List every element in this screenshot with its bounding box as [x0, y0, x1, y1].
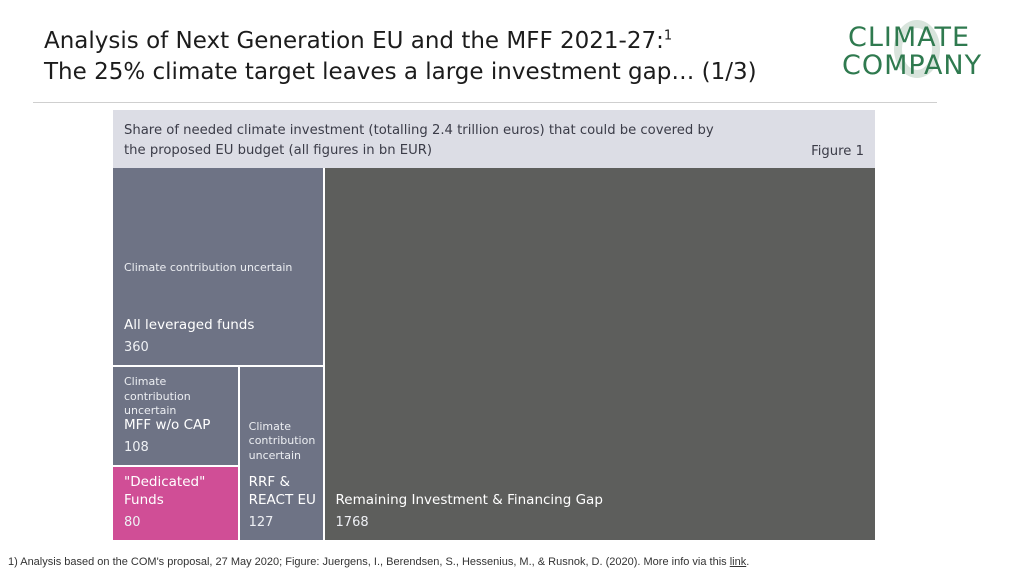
treemap-tiles: 1768 Remaining Investment & Financing Gap…: [113, 168, 875, 540]
tile-name: Remaining Investment & Financing Gap: [335, 492, 603, 508]
tile-value: 127: [248, 514, 274, 530]
title-footnote-marker: 1: [663, 28, 673, 44]
climate-company-logo: CLIMATE COMPANY: [842, 20, 1002, 82]
tile-dedicated-funds: 80 "Dedicated" Funds: [113, 467, 238, 540]
footnote-link[interactable]: link: [729, 556, 747, 568]
figure-caption: Share of needed climate investment (tota…: [124, 121, 764, 161]
tile-name: "Dedicated" Funds: [124, 473, 206, 508]
figure-header: Share of needed climate investment (tota…: [113, 110, 875, 168]
logo-word-climate: CLIMATE: [848, 22, 971, 53]
tile-name: RRF & REACT EU: [248, 473, 316, 508]
slide-title: Analysis of Next Generation EU and the M…: [44, 26, 804, 88]
title-line-1-text: Analysis of Next Generation EU and the M…: [44, 28, 664, 54]
tile-note: Climate contribution uncertain: [124, 261, 293, 275]
tile-name: All leveraged funds: [124, 317, 255, 334]
figure-caption-line-2: the proposed EU budget (all figures in b…: [124, 143, 433, 158]
tile-remaining-gap: 1768 Remaining Investment & Financing Gap: [324, 168, 875, 540]
treemap-figure: Share of needed climate investment (tota…: [113, 110, 875, 540]
title-line-2: The 25% climate target leaves a large in…: [44, 59, 757, 85]
logo-word-company: COMPANY: [842, 50, 983, 81]
tile-rrf-react-eu: 127 RRF & REACT EU Climate contribution un…: [239, 367, 323, 540]
tile-value: 360: [124, 340, 149, 356]
figure-caption-line-1: Share of needed climate investment (tota…: [124, 123, 714, 138]
tile-note: Climate contribution uncertain: [124, 375, 191, 418]
tile-name: MFF w/o CAP: [124, 417, 211, 434]
footnote-end: .: [746, 556, 750, 568]
logo-ring-icon: [894, 20, 940, 78]
title-line-1: Analysis of Next Generation EU and the M…: [44, 26, 804, 57]
title-divider: [33, 102, 937, 103]
figure-label: Figure 1: [811, 144, 864, 159]
tile-value: 108: [124, 440, 149, 456]
tile-value: 1768: [335, 515, 369, 530]
footnote-text: 1) Analysis based on the COM's proposal,…: [8, 556, 730, 568]
footnote: 1) Analysis based on the COM's proposal,…: [8, 556, 749, 568]
tile-note: Climate contribution uncertain: [248, 419, 316, 462]
tile-mff-without-cap: 108 MFF w/o CAP Climate contribution uncer…: [113, 367, 238, 466]
tile-value: 80: [124, 514, 141, 530]
tile-leveraged-funds: 360 All leveraged funds Climate contributi…: [113, 168, 323, 366]
